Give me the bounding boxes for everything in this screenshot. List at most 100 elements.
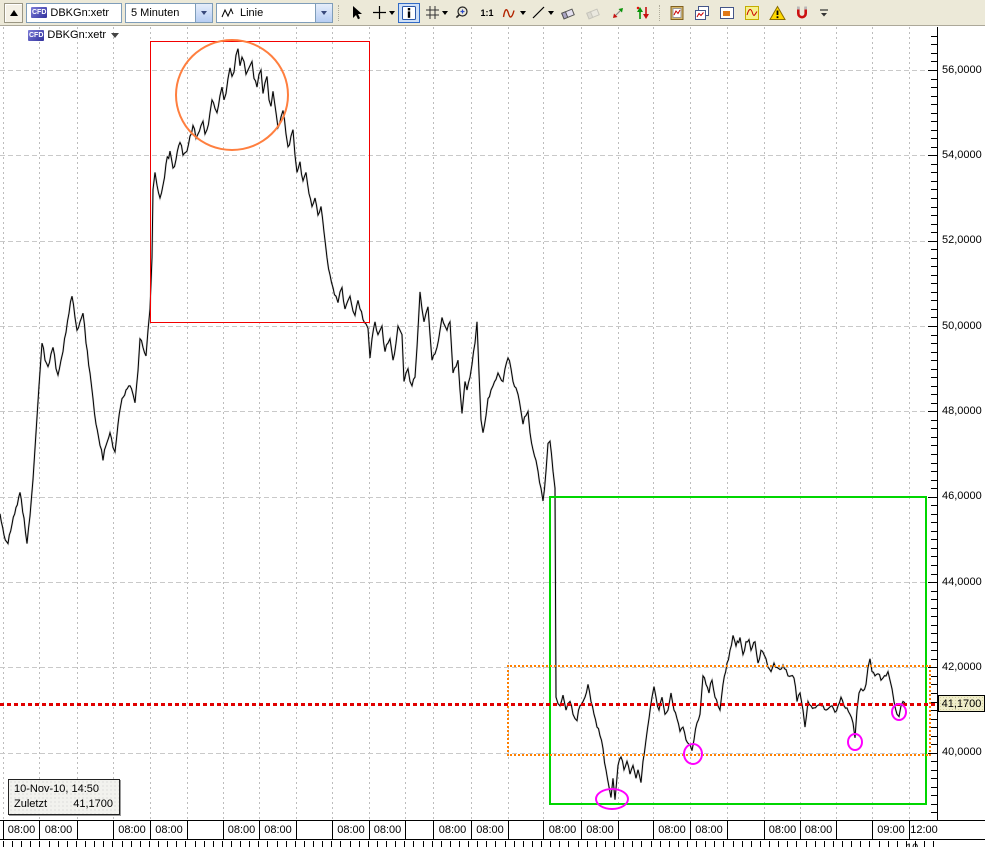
y-axis-minor-tick: [931, 744, 937, 745]
y-axis-label: 54,0000: [942, 149, 982, 161]
y-axis-minor-tick: [931, 352, 937, 353]
crosshair-tool-button[interactable]: [370, 3, 388, 23]
x-axis-tick: [541, 841, 542, 847]
chart-snapshot-icon: [720, 6, 734, 19]
y-axis-minor-tick: [931, 224, 937, 225]
indicator-tool-button[interactable]: [501, 3, 519, 23]
chevron-down-icon[interactable]: [442, 10, 448, 15]
copy-chart-tool-button[interactable]: [666, 3, 688, 23]
y-axis-minor-tick: [931, 787, 937, 788]
chevron-down-icon[interactable]: [548, 10, 554, 15]
magenta-circle-annotation[interactable]: [595, 788, 629, 810]
chevron-down-icon[interactable]: [520, 10, 526, 15]
instrument-label[interactable]: CFD DBKGn:xetr: [28, 29, 120, 41]
chart-windows-tool-button[interactable]: [691, 3, 713, 23]
x-axis-date-label: 10: [906, 842, 918, 847]
y-axis-minor-tick: [931, 445, 937, 446]
toolbar-separator: [659, 4, 661, 21]
x-axis-tick: [705, 841, 706, 847]
info-tool-button[interactable]: [398, 2, 420, 23]
magenta-circle-annotation[interactable]: [683, 743, 703, 765]
chart-snapshot-tool-button[interactable]: [716, 3, 738, 23]
grid-tool-button[interactable]: [423, 3, 441, 23]
pointer-tool-button[interactable]: [345, 3, 367, 23]
x-axis-tick: [195, 841, 196, 847]
x-axis-tick: [322, 841, 323, 847]
x-axis-tick: [486, 841, 487, 847]
magenta-circle-annotation[interactable]: [891, 703, 907, 721]
x-axis-label-row: 08:00 08:00 08:00 08:00 08:00 08:00 08:00 08:00…: [0, 821, 985, 840]
magenta-circle-annotation[interactable]: [847, 733, 863, 751]
x-axis[interactable]: 08:00 08:00 08:00 08:00 08:00 08:00 08:00 08:00…: [0, 820, 985, 847]
chevron-down-icon[interactable]: [389, 10, 395, 15]
trendline-tool-button[interactable]: [529, 3, 547, 23]
eraser-tool-button[interactable]: [557, 3, 579, 23]
charttype-value: Linie: [240, 6, 264, 19]
last-price-tag: 41,1700: [938, 695, 985, 712]
trendline-tool-group: [529, 3, 554, 23]
x-axis-tick: [313, 841, 314, 847]
orange-dotted-rectangle-annotation[interactable]: [507, 665, 931, 756]
instrument-name: DBKGn:xetr: [47, 29, 107, 41]
chart-highlight-tool-button[interactable]: [741, 3, 763, 23]
x-axis-tick: [140, 841, 141, 847]
symbol-field[interactable]: CFD DBKGn:xetr: [26, 2, 122, 23]
x-axis-tick: [158, 841, 159, 847]
x-axis-tick: [222, 841, 223, 847]
y-axis-minor-tick: [931, 812, 937, 813]
signals-tool-button[interactable]: [632, 3, 654, 23]
y-axis-minor-tick: [931, 736, 937, 737]
x-axis-time-cell: [727, 821, 764, 839]
chevron-glyph: [321, 10, 327, 15]
x-axis-tick: [833, 841, 834, 847]
caret-down-icon[interactable]: [111, 32, 120, 38]
y-axis-minor-tick: [931, 232, 937, 233]
x-axis-tick: [869, 841, 870, 847]
y-axis-minor-tick: [931, 471, 937, 472]
x-axis-tick: [112, 841, 113, 847]
y-axis-minor-tick: [931, 300, 937, 301]
green-rectangle-annotation[interactable]: [549, 496, 927, 805]
buy-sell-signals-icon: [636, 6, 649, 19]
x-axis-tick: [477, 841, 478, 847]
pointer-icon: [353, 5, 362, 19]
charttype-select[interactable]: Linie: [216, 2, 333, 23]
x-axis-tick: [723, 841, 724, 847]
measure-tool-button[interactable]: [607, 3, 629, 23]
erase-all-tool-button[interactable]: [582, 3, 604, 23]
y-axis-label: 46,0000: [942, 490, 982, 502]
x-axis-time-cell: 08:00: [690, 821, 727, 839]
x-axis-tick: [623, 841, 624, 847]
y-axis-minor-tick: [931, 522, 937, 523]
y-axis-minor-tick: [931, 642, 937, 643]
y-axis-minor-tick: [931, 215, 937, 216]
alert-tool-button[interactable]: [766, 3, 788, 23]
collapse-toolbar-button[interactable]: [4, 2, 23, 23]
x-axis-time-cell: [618, 821, 653, 839]
x-axis-tick: [842, 841, 843, 847]
magnet-tool-button[interactable]: [791, 3, 813, 23]
y-axis-minor-tick: [931, 394, 937, 395]
chevron-down-icon[interactable]: [315, 3, 332, 22]
x-axis-time-cell: 08:00: [113, 821, 150, 839]
interval-select[interactable]: 5 Minuten: [125, 2, 213, 23]
x-axis-tick: [851, 841, 852, 847]
x-axis-tick: [514, 841, 515, 847]
red-rectangle-annotation[interactable]: [150, 41, 370, 323]
toolbar-overflow-button[interactable]: [816, 3, 832, 23]
y-axis-minor-tick: [931, 676, 937, 677]
chevron-glyph: [201, 10, 207, 15]
y-axis-minor-tick: [931, 548, 937, 549]
x-axis-tick: [769, 841, 770, 847]
one-to-one-tool-button[interactable]: 1:1: [476, 3, 498, 23]
orange-ellipse-annotation[interactable]: [175, 39, 289, 151]
x-axis-tick: [423, 841, 424, 847]
y-axis-minor-tick: [931, 172, 937, 173]
toolbar: CFD DBKGn:xetr 5 Minuten Linie: [0, 0, 985, 26]
zoom-tool-button[interactable]: [451, 3, 473, 23]
x-axis-tick: [304, 841, 305, 847]
y-axis-minor-tick: [931, 625, 937, 626]
y-axis-minor-tick: [931, 616, 937, 617]
x-axis-tick: [924, 841, 925, 847]
chevron-down-icon[interactable]: [195, 3, 212, 22]
